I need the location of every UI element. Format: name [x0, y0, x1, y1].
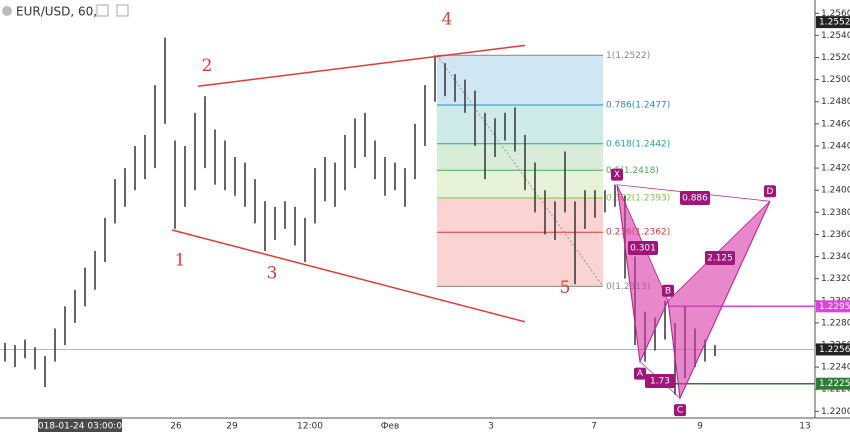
price-tag: 1.2256 [819, 345, 850, 355]
crosshair-date-bg [38, 419, 122, 432]
x-tick-label: 9 [697, 422, 703, 432]
wave-label: 4 [442, 9, 453, 29]
wave-label: 5 [560, 278, 571, 298]
y-tick-label: 1.2500 [821, 75, 850, 85]
x-tick-label: 2018-01-24 03:00:00 [32, 422, 128, 432]
x-tick-label: 26 [170, 422, 182, 432]
point-label: X [614, 170, 620, 180]
y-tick-label: 1.2220 [821, 385, 850, 395]
y-tick-label: 1.2360 [821, 230, 850, 240]
y-tick-label: 1.2240 [821, 363, 850, 373]
y-tick-label: 1.2320 [821, 274, 850, 284]
fib-label: 0(1.2313) [606, 282, 650, 292]
point-label-bg [764, 185, 776, 198]
settings-icon[interactable] [116, 4, 129, 17]
symbol-icon [2, 6, 12, 16]
y-tick-label: 1.2380 [821, 208, 850, 218]
y-tick-label: 1.2420 [821, 164, 850, 174]
wave-label: 1 [175, 250, 186, 270]
point-label: A [637, 369, 644, 379]
ratio-bg [645, 374, 675, 388]
x-tick-label: Фев [381, 422, 400, 432]
y-tick-label: 1.2560 [821, 9, 850, 19]
x-tick-label: 3 [488, 422, 494, 432]
point-label-bg [634, 367, 646, 380]
x-tick-label: 12:00 [297, 422, 323, 432]
price-tag: 1.2295 [819, 302, 850, 312]
fib-zone [437, 55, 603, 106]
ratio-label: 0.301 [630, 244, 656, 254]
x-tick-label: 29 [226, 422, 238, 432]
ratio-bg [680, 191, 710, 205]
fib-label: 0.786(1.2477) [606, 101, 670, 111]
price-tag-bg [816, 343, 850, 356]
y-tick-label: 1.2480 [821, 97, 850, 107]
trendline [197, 44, 526, 87]
y-tick-label: 1.2280 [821, 318, 850, 328]
ratio-label: 0.886 [682, 194, 708, 204]
y-tick-label: 1.2340 [821, 252, 850, 262]
price-tag-bg [816, 377, 850, 390]
fib-zone [437, 105, 603, 144]
point-label-bg [662, 284, 674, 297]
x-tick-label: 7 [591, 422, 597, 432]
y-tick-label: 1.2400 [821, 186, 850, 196]
fib-zone [437, 143, 603, 171]
point-label: C [677, 406, 683, 416]
y-tick-label: 1.2540 [821, 31, 850, 41]
x-tick-label: 13 [799, 422, 810, 432]
visibility-icon[interactable] [96, 4, 109, 17]
chart-title: EUR/USD, 60, [16, 5, 97, 19]
wave-label: 2 [202, 56, 213, 76]
trendline [171, 229, 526, 323]
ratio-bg [705, 251, 735, 265]
wave-label: 3 [267, 264, 278, 284]
y-tick-label: 1.2440 [821, 141, 850, 151]
ratio-label: 1.73 [650, 377, 670, 387]
y-tick-label: 1.2460 [821, 119, 850, 129]
fib-zone [437, 232, 603, 287]
point-label-bg [611, 168, 623, 181]
plot: 1(1.2522) 0.786(1.2477) 0.618(1.2442) 0.5(1… [0, 9, 815, 417]
fib-zone [437, 170, 603, 198]
fib-zone [437, 197, 603, 233]
price-tag-bg [816, 16, 850, 29]
fib-label: 1(1.2522) [606, 51, 650, 61]
fib-label: 0.618(1.2442) [606, 139, 670, 149]
point-label-bg [674, 404, 686, 417]
fib-label: 0.382(1.2393) [606, 193, 670, 203]
y-tick-label: 1.2200 [821, 407, 850, 417]
price-tag: 1.2225 [819, 379, 850, 389]
point-label: B [665, 286, 671, 296]
ratio-label: 2.125 [707, 254, 733, 264]
price-tag-bg [816, 300, 850, 313]
fib-label: 0.5(1.2418) [606, 166, 659, 176]
ratio-bg [628, 241, 658, 255]
y-tick-label: 1.2520 [821, 53, 850, 63]
point-label: D [767, 187, 774, 197]
price-tag: 1.2552 [819, 18, 850, 28]
